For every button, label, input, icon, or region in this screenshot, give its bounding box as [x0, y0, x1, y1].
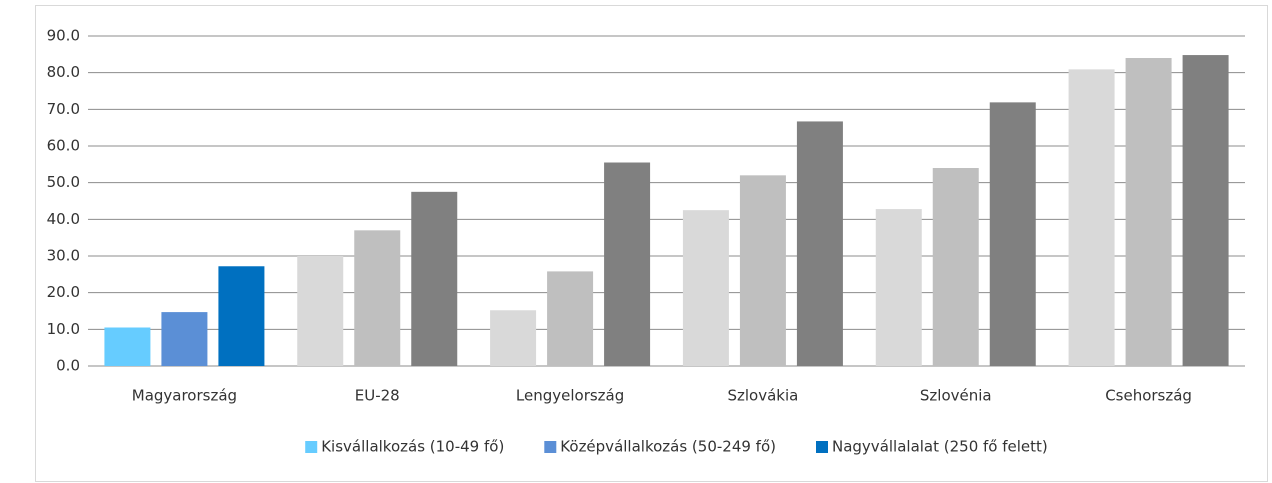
x-tick-label: Szlovénia — [920, 387, 992, 405]
bar — [297, 256, 344, 366]
bar — [1182, 55, 1229, 367]
bar — [354, 230, 401, 366]
legend-swatch — [544, 441, 557, 453]
bar — [875, 209, 922, 366]
y-tick-label: 80.0 — [47, 63, 80, 81]
y-tick-label: 90.0 — [47, 27, 80, 45]
legend-label: Középvállalkozás (50-249 fő) — [560, 438, 776, 456]
y-tick-label: 20.0 — [47, 283, 80, 301]
x-tick-label: Magyarország — [132, 387, 237, 405]
legend-label: Nagyvállalalat (250 fő felett) — [832, 438, 1048, 456]
x-tick-label: Szlovákia — [727, 387, 798, 405]
bar — [989, 102, 1036, 366]
x-tick-label: Lengyelország — [516, 387, 624, 405]
bar — [796, 121, 843, 366]
bar — [490, 310, 537, 366]
bar — [1068, 69, 1115, 366]
y-tick-label: 0.0 — [56, 357, 80, 375]
y-tick-label: 10.0 — [47, 320, 80, 338]
bar — [161, 312, 208, 366]
y-tick-label: 60.0 — [47, 137, 80, 155]
legend-label: Kisvállalkozás (10-49 fő) — [321, 438, 504, 456]
legend-swatch — [816, 441, 828, 453]
bar — [932, 168, 979, 366]
x-tick-label: EU-28 — [355, 387, 400, 405]
y-tick-label: 40.0 — [47, 210, 80, 228]
y-tick-label: 50.0 — [47, 173, 80, 191]
y-tick-label: 70.0 — [47, 100, 80, 118]
bar — [1125, 58, 1172, 366]
bar — [104, 327, 151, 366]
y-tick-label: 30.0 — [47, 247, 80, 265]
bar — [604, 162, 651, 366]
bar — [411, 191, 458, 366]
bar — [682, 210, 729, 366]
bar — [739, 175, 786, 366]
bar — [218, 266, 265, 366]
chart-frame — [35, 5, 1268, 482]
x-tick-label: Csehország — [1105, 387, 1192, 405]
bar — [547, 271, 594, 366]
legend-swatch — [305, 441, 318, 453]
